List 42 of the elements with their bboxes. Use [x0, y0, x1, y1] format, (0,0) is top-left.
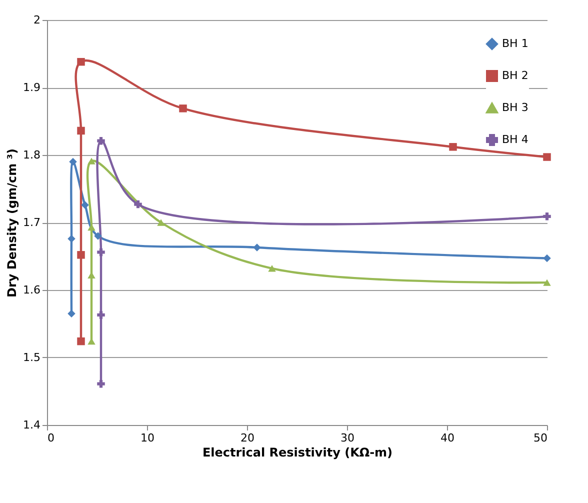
point [97, 248, 105, 256]
point [69, 158, 77, 166]
legend-label: BH 3 [502, 101, 528, 114]
point [81, 201, 89, 209]
x-tick-label: 20 [240, 432, 254, 444]
point [543, 254, 551, 262]
point [94, 232, 102, 240]
y-axis-title: Dry Density (gm/cm ³) [5, 148, 20, 298]
point [77, 58, 85, 66]
point [449, 143, 457, 151]
point [179, 104, 187, 112]
x-tick-label: 30 [340, 432, 354, 444]
y-tick-label: 1.7 [23, 216, 40, 229]
legend-label: BH 2 [502, 69, 528, 82]
point [68, 310, 76, 318]
x-tick-label: 50 [534, 432, 548, 444]
point [97, 311, 105, 319]
y-tick-label: 1.4 [23, 418, 40, 432]
y-tick-label: 2 [34, 14, 40, 26]
x-tick-label: 40 [440, 432, 454, 444]
point [543, 279, 551, 286]
point [543, 153, 551, 161]
legend-label: BH 4 [502, 133, 528, 146]
point [97, 136, 105, 145]
x-tick-label: 0 [48, 432, 54, 444]
y-tick-label: 1.9 [23, 81, 40, 94]
point [543, 212, 551, 220]
point [157, 219, 165, 226]
legend-label: BH 1 [502, 37, 528, 50]
y-tick-label: 1.5 [23, 351, 40, 364]
point [77, 251, 85, 259]
point [268, 265, 276, 272]
point [134, 200, 142, 208]
point [77, 337, 85, 346]
point [97, 380, 105, 388]
x-axis-title: Electrical Resistivity (KΩ-m) [202, 446, 393, 460]
point [88, 158, 96, 164]
y-tick-label: 1.6 [23, 284, 40, 296]
point [253, 244, 261, 252]
y-tick-label: 1.8 [23, 148, 40, 162]
x-tick-label: 10 [140, 432, 154, 444]
point [77, 126, 85, 135]
